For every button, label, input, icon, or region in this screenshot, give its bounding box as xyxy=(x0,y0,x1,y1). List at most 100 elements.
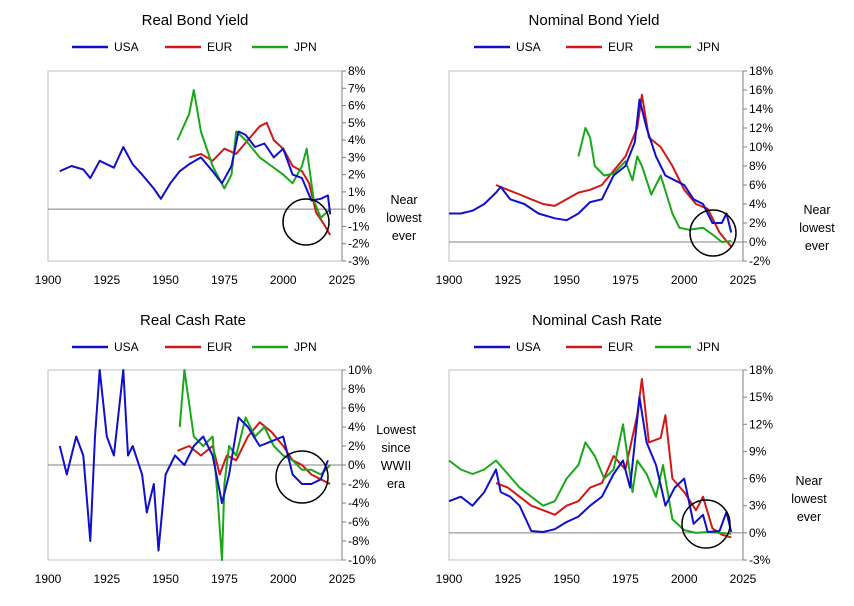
x-tick-label: 1900 xyxy=(35,572,62,586)
highlight-circle xyxy=(275,450,329,504)
series-line-eur xyxy=(188,121,332,236)
legend-label: USA xyxy=(516,340,541,354)
x-tick-label: 1950 xyxy=(152,572,179,586)
y-tick-label: 14% xyxy=(749,102,773,116)
y-tick-label: -2% xyxy=(348,477,370,491)
series-line-eur xyxy=(177,421,331,485)
y-tick-label: 6% xyxy=(749,472,767,486)
annotation-text: era xyxy=(387,477,405,491)
y-tick-label: 3% xyxy=(348,150,366,164)
x-tick-label: 1975 xyxy=(612,273,639,287)
series-line-jpn xyxy=(577,127,732,243)
y-tick-label: 2% xyxy=(348,168,366,182)
y-tick-label: 0% xyxy=(348,202,366,216)
x-tick-label: 1950 xyxy=(152,273,179,287)
annotation-text: ever xyxy=(797,510,821,524)
y-tick-label: -10% xyxy=(348,553,376,567)
highlight-circle xyxy=(681,499,731,549)
series-line-usa xyxy=(59,130,332,215)
x-tick-label: 2000 xyxy=(671,572,698,586)
y-tick-label: 10% xyxy=(749,140,773,154)
x-tick-label: 2000 xyxy=(671,273,698,287)
annotation-text: Lowest xyxy=(376,423,416,437)
y-tick-label: 6% xyxy=(348,99,366,113)
y-tick-label: -3% xyxy=(348,254,370,268)
legend-label: JPN xyxy=(294,40,317,54)
y-tick-label: -4% xyxy=(348,496,370,510)
y-tick-label: 15% xyxy=(749,390,773,404)
annotation-text: Near xyxy=(795,474,822,488)
x-tick-label: 1925 xyxy=(494,572,521,586)
x-tick-label: 1900 xyxy=(35,273,62,287)
y-tick-label: -3% xyxy=(749,553,771,567)
chart-title: Nominal Bond Yield xyxy=(529,12,660,29)
series-line-usa xyxy=(58,369,329,552)
y-tick-label: -6% xyxy=(348,515,370,529)
annotation-text: Near xyxy=(803,203,830,217)
y-tick-label: -2% xyxy=(348,237,370,251)
series-line-usa xyxy=(449,98,733,233)
annotation-text: WWII xyxy=(381,459,412,473)
legend-label: JPN xyxy=(697,40,720,54)
legend-label: EUR xyxy=(608,40,634,54)
y-tick-label: 6% xyxy=(348,401,366,415)
y-tick-label: -8% xyxy=(348,534,370,548)
y-tick-label: 8% xyxy=(348,382,366,396)
y-tick-label: 3% xyxy=(749,499,767,513)
x-tick-label: 1975 xyxy=(211,273,238,287)
x-tick-label: 2025 xyxy=(329,273,356,287)
annotation-text: lowest xyxy=(791,492,827,506)
y-tick-label: 8% xyxy=(749,159,767,173)
series-line-jpn xyxy=(176,89,331,219)
y-tick-label: 10% xyxy=(348,363,372,377)
y-tick-label: 1% xyxy=(348,185,366,199)
annotation-text: Near xyxy=(390,193,417,207)
y-tick-label: 4% xyxy=(749,197,767,211)
chart-panel: Nominal Bond Yield USA EUR JPN 18% 16% 14% 12% 1… xyxy=(436,12,836,287)
y-tick-label: 12% xyxy=(749,417,773,431)
annotation-text: ever xyxy=(392,229,416,243)
series-line-jpn xyxy=(448,423,732,535)
chart-title: Real Cash Rate xyxy=(140,312,246,329)
legend-label: USA xyxy=(516,40,541,54)
y-tick-label: 7% xyxy=(348,81,366,95)
x-tick-label: 1975 xyxy=(612,572,639,586)
legend-label: EUR xyxy=(608,340,634,354)
y-tick-label: 2% xyxy=(749,216,767,230)
y-tick-label: 0% xyxy=(749,526,767,540)
x-tick-label: 1925 xyxy=(494,273,521,287)
y-tick-label: 8% xyxy=(348,64,366,78)
y-tick-label: 2% xyxy=(348,439,366,453)
x-tick-label: 1925 xyxy=(93,273,120,287)
x-tick-label: 2025 xyxy=(730,273,757,287)
x-tick-label: 2025 xyxy=(329,572,356,586)
x-tick-label: 1900 xyxy=(436,273,463,287)
y-tick-label: 0% xyxy=(348,458,366,472)
legend-label: USA xyxy=(114,40,139,54)
y-tick-label: 12% xyxy=(749,121,773,135)
y-tick-label: 4% xyxy=(348,133,366,147)
x-tick-label: 2025 xyxy=(730,572,757,586)
series-line-jpn xyxy=(178,369,331,561)
x-tick-label: 1950 xyxy=(553,273,580,287)
y-tick-label: -1% xyxy=(348,219,370,233)
series-line-usa xyxy=(448,396,733,533)
x-tick-label: 2000 xyxy=(270,572,297,586)
annotation-text: ever xyxy=(805,239,829,253)
annotation-text: since xyxy=(381,441,410,455)
highlight-circle xyxy=(689,209,737,257)
series-line-eur xyxy=(495,93,732,248)
legend-label: USA xyxy=(114,340,139,354)
y-tick-label: 4% xyxy=(348,420,366,434)
y-tick-label: 16% xyxy=(749,83,773,97)
annotation-text: lowest xyxy=(799,221,835,235)
x-tick-label: 1900 xyxy=(436,572,463,586)
y-tick-label: 5% xyxy=(348,116,366,130)
y-tick-label: 6% xyxy=(749,178,767,192)
y-tick-label: 0% xyxy=(749,235,767,249)
x-tick-label: 1925 xyxy=(93,572,120,586)
